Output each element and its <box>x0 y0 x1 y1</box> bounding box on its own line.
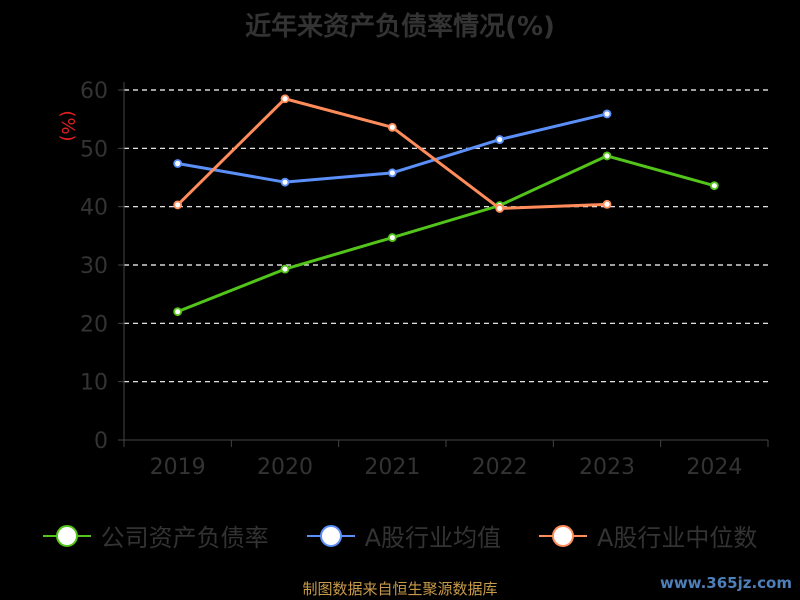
chart-title: 近年来资产负债率情况(%) <box>245 12 555 42</box>
data-source-note: 制图数据来自恒生聚源数据库 <box>302 580 498 598</box>
legend-item[interactable]: 公司资产负债率 <box>42 518 269 553</box>
x-tick-label: 2020 <box>257 455 313 480</box>
data-point <box>495 135 505 144</box>
data-point <box>280 94 290 104</box>
data-point <box>387 168 397 178</box>
legend-label: A股行业均值 <box>364 524 501 552</box>
legend-label: A股行业中位数 <box>597 524 758 552</box>
watermark-text: www.365jz.com <box>659 574 792 592</box>
data-point <box>495 204 505 213</box>
legend-item[interactable]: A股行业均值 <box>306 518 501 553</box>
legend-dot <box>552 524 574 547</box>
legend-marker-icon <box>42 524 91 548</box>
y-axis-label: (%) <box>57 110 78 141</box>
y-tick-label: 20 <box>80 312 108 337</box>
series-line <box>177 154 715 314</box>
legend-item[interactable]: A股行业中位数 <box>539 518 757 553</box>
x-tick-label: 2019 <box>150 455 206 480</box>
data-point <box>387 122 397 132</box>
data-point <box>602 151 612 161</box>
y-tick-label: 40 <box>80 196 108 221</box>
data-point <box>173 159 183 168</box>
data-point <box>173 200 183 210</box>
data-point <box>387 233 397 242</box>
legend-dot <box>55 524 78 547</box>
x-tick-label: 2022 <box>472 455 528 480</box>
data-point <box>280 264 290 274</box>
data-point <box>709 181 719 191</box>
legend-marker-icon <box>539 524 587 548</box>
legend-label: 公司资产负债率 <box>100 524 269 552</box>
chart-legend: 公司资产负债率 A股行业均值 A股行业中位数 <box>0 518 800 553</box>
x-tick-label: 2021 <box>364 455 420 480</box>
x-tick-label: 2023 <box>579 455 635 480</box>
legend-dot <box>319 524 342 547</box>
data-point <box>280 177 290 187</box>
y-tick-label: 30 <box>80 254 108 279</box>
data-point <box>173 307 183 317</box>
legend-marker-icon <box>306 524 355 548</box>
data-point <box>602 109 612 119</box>
y-tick-label: 0 <box>94 429 108 454</box>
x-tick-label: 2024 <box>686 455 742 480</box>
y-tick-label: 50 <box>80 137 108 162</box>
series-line <box>176 97 608 210</box>
y-tick-label: 10 <box>80 371 108 396</box>
data-point <box>602 199 612 209</box>
y-tick-label: 60 <box>80 79 108 104</box>
